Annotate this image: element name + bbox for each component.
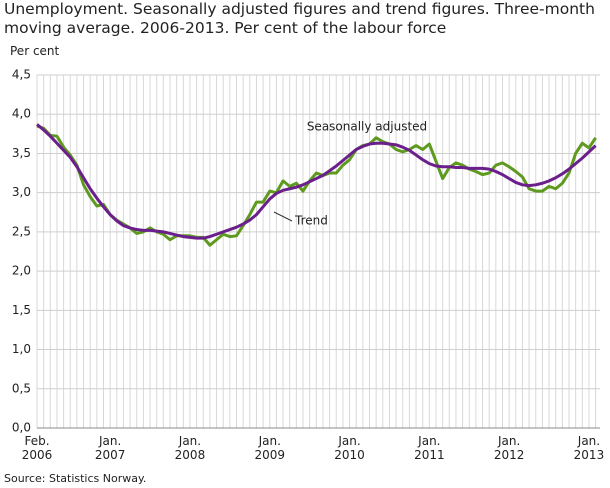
y-tick-label: 4,0 [12, 107, 31, 121]
x-tick-label: Jan. 2011 [414, 434, 445, 462]
y-tick-label: 4,5 [12, 68, 31, 82]
source: Source: Statistics Norway. [4, 472, 147, 485]
x-tick-label: Feb. 2006 [21, 434, 53, 462]
x-tick-label: Jan. 2013 [573, 434, 605, 462]
y-tick-label: 0,5 [12, 381, 31, 395]
x-tick-label: Jan. 2008 [174, 434, 206, 462]
chart-title: Unemployment. Seasonally adjusted figure… [4, 0, 595, 37]
y-tick-label: 1,5 [12, 303, 31, 317]
y-axis-label: Per cent [10, 44, 60, 58]
y-tick-label: 3,0 [12, 185, 31, 199]
y-tick-label: 1,0 [12, 342, 31, 356]
y-tick-label: 2,0 [12, 264, 31, 278]
x-tick-label: Jan. 2010 [334, 434, 365, 462]
x-tick-label: Jan. 2012 [493, 434, 525, 462]
legend-label: Seasonally adjusted [307, 120, 427, 134]
y-tick-label: 2,5 [12, 224, 31, 238]
leader-line [273, 211, 293, 222]
legend-label: Trend [294, 214, 328, 228]
x-tick-label: Jan. 2009 [254, 434, 286, 462]
y-tick-label: 3,5 [12, 146, 31, 160]
series-line [36, 123, 597, 240]
x-tick-label: Jan. 2007 [94, 434, 126, 462]
y-tick-label: 0,0 [12, 421, 31, 435]
